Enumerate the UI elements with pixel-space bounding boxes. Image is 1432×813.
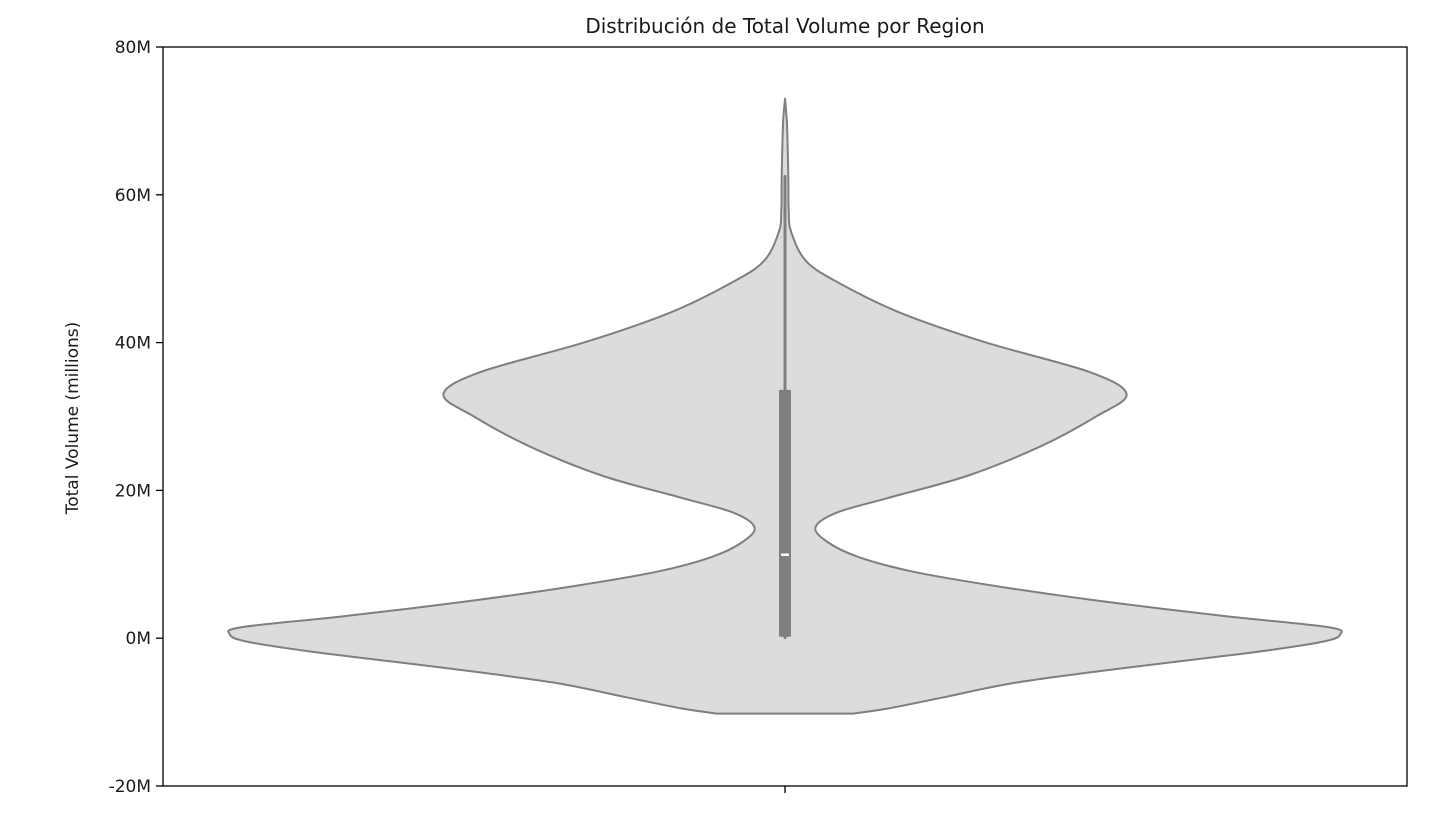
y-tick-label: 0M: [126, 629, 151, 649]
y-tick-label: -20M: [109, 777, 151, 797]
y-axis-label: Total Volume (millions): [63, 322, 83, 516]
plot-area: [227, 97, 1343, 715]
y-tick-label: 20M: [115, 481, 151, 501]
axes: -20M 0M 20M 40M 60M 80M: [109, 38, 1408, 797]
y-tick-label: 40M: [115, 334, 151, 354]
violin-iqr-box: [779, 389, 791, 637]
y-tick-label: 60M: [115, 186, 151, 206]
chart-title: Distribución de Total Volume por Region: [585, 14, 984, 38]
y-tick-label: 80M: [115, 38, 151, 58]
